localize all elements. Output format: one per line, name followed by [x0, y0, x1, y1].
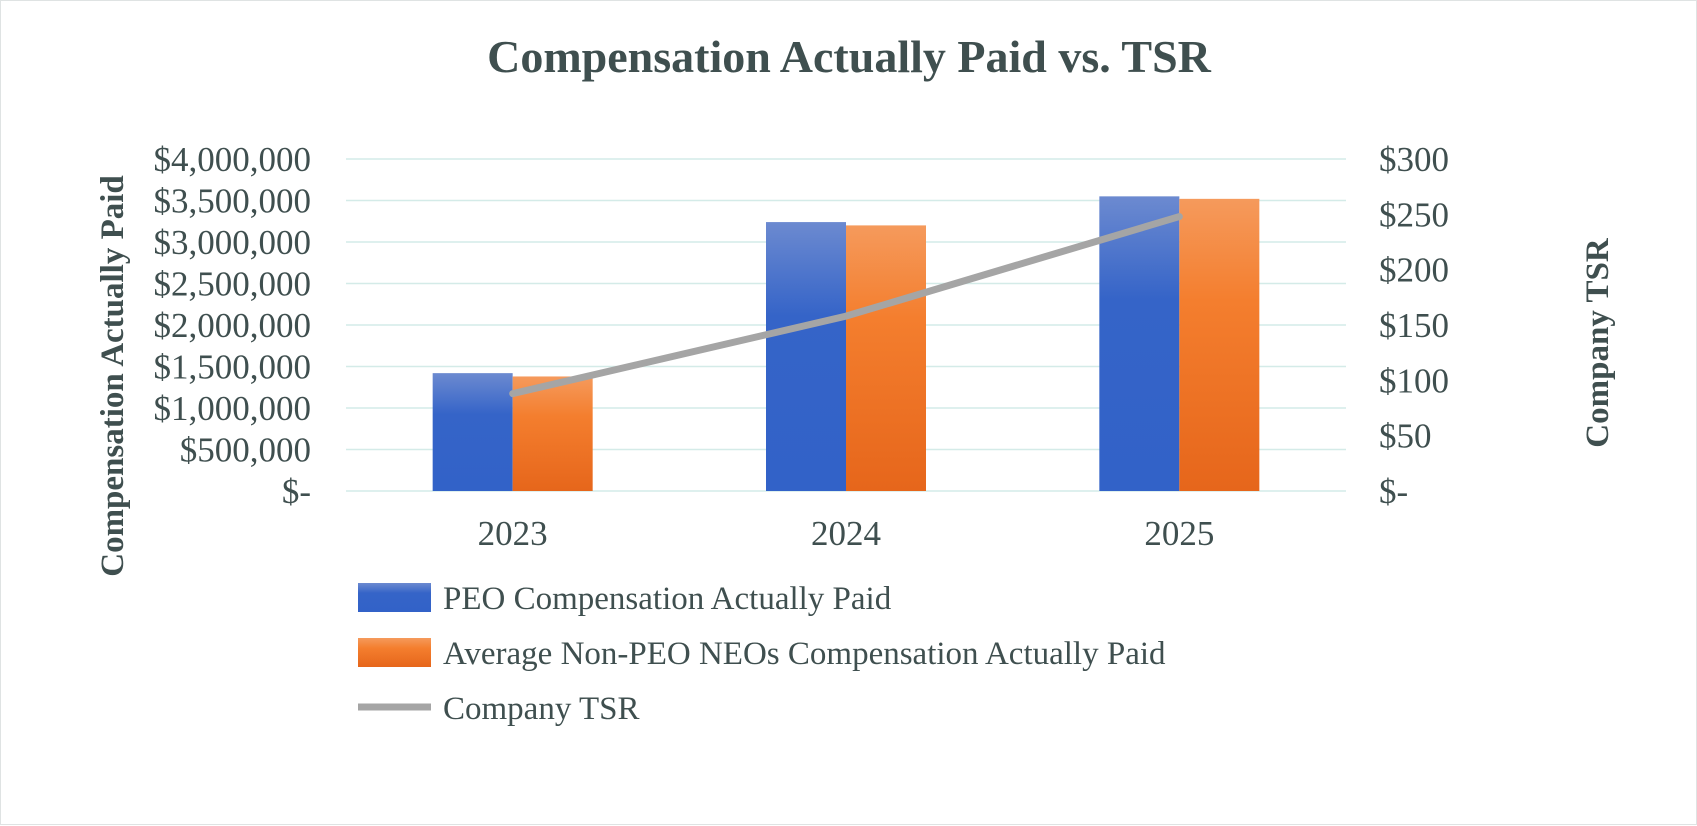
x-tick-label-2024: 2024 — [811, 514, 881, 553]
y-left-tick-label: $1,500,000 — [154, 348, 312, 387]
y-right-tick-label: $250 — [1379, 195, 1449, 234]
y-axis-left-title: Compensation Actually Paid — [95, 175, 131, 577]
y-left-tick-label: $- — [282, 472, 311, 511]
y-right-tick-label: $150 — [1379, 306, 1449, 345]
bar-average-non-peo-neos-compensation-actually-paid-2025 — [1179, 198, 1260, 491]
bar-average-non-peo-neos-compensation-actually-paid-2023 — [512, 376, 593, 491]
bar-peo-compensation-actually-paid-2023 — [432, 373, 513, 491]
y-left-tick-label: $2,000,000 — [154, 306, 312, 345]
legend-swatch-peo-compensation-actually-paid — [358, 583, 431, 612]
legend: PEO Compensation Actually Paid Average No… — [358, 581, 1166, 727]
bars — [432, 196, 1260, 491]
y-right-tick-label: $300 — [1379, 140, 1449, 179]
x-tick-label-2025: 2025 — [1144, 514, 1214, 553]
legend-label-company-tsr: Company TSR — [443, 691, 640, 727]
y-right-tick-label: $- — [1379, 472, 1408, 511]
legend-swatch-average-non-peo-neos-compensation-actually-paid — [358, 638, 431, 667]
tsr-line-layer — [509, 213, 1183, 398]
y-right-tick-label: $200 — [1379, 251, 1449, 290]
y-left-tick-label: $3,500,000 — [154, 182, 312, 221]
y-left-tick-label: $1,000,000 — [154, 389, 312, 428]
chart-title: Compensation Actually Paid vs. TSR — [487, 31, 1212, 82]
line-company-tsr — [509, 213, 1183, 398]
y-right-tick-label: $100 — [1379, 361, 1449, 400]
x-axis-ticks: 2023 2024 2025 — [478, 514, 1215, 553]
y-left-tick-label: $4,000,000 — [154, 140, 312, 179]
legend-label-peo-compensation-actually-paid: PEO Compensation Actually Paid — [443, 581, 892, 617]
y-axis-left-ticks: $-$500,000$1,000,000$1,500,000$2,000,000… — [154, 140, 312, 511]
x-tick-label-2023: 2023 — [478, 514, 548, 553]
legend-label-average-non-peo-neos-compensation-actually-paid: Average Non-PEO NEOs Compensation Actual… — [443, 636, 1166, 672]
bar-peo-compensation-actually-paid-2024 — [766, 222, 846, 491]
y-right-tick-label: $50 — [1379, 417, 1432, 456]
bar-peo-compensation-actually-paid-2025 — [1099, 196, 1180, 491]
y-axis-right-title: Company TSR — [1580, 237, 1616, 448]
y-axis-right-ticks: $- $50 $100 $150 $200 $250 $300 — [1379, 140, 1449, 511]
y-left-tick-label: $2,500,000 — [154, 265, 312, 304]
y-left-tick-label: $3,000,000 — [154, 223, 312, 262]
y-left-tick-label: $500,000 — [180, 431, 311, 470]
bar-average-non-peo-neos-compensation-actually-paid-2024 — [846, 225, 926, 491]
